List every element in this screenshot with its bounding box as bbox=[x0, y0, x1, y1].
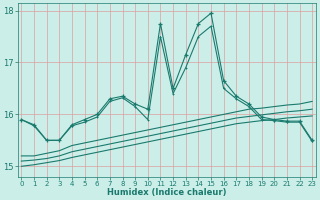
X-axis label: Humidex (Indice chaleur): Humidex (Indice chaleur) bbox=[107, 188, 227, 197]
